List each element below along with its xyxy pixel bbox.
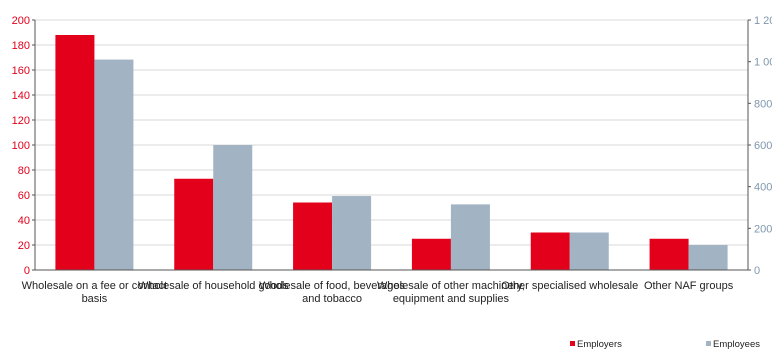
right-tick-label: 200 (754, 223, 772, 235)
category-label: Wholesale of food, beverages (259, 280, 405, 292)
bar-employees (688, 245, 728, 270)
category-label: Wholesale of household goods (138, 280, 289, 292)
bar-employers (649, 238, 689, 270)
left-tick-label: 140 (12, 90, 30, 102)
right-axis-ticks: 0 200 400 600 800 1 000 1 200 (748, 15, 772, 277)
legend-swatch-employees (706, 341, 711, 346)
bar-employers (293, 202, 333, 270)
category-label: and tobacco (302, 293, 362, 305)
category-label: Wholesale of other machinery, (377, 280, 525, 292)
left-tick-label: 200 (12, 15, 30, 27)
left-tick-label: 120 (12, 115, 30, 127)
left-tick-label: 160 (12, 65, 30, 77)
left-tick-label: 40 (18, 215, 30, 227)
right-tick-label: 600 (754, 140, 772, 152)
legend-swatch-employers (570, 341, 575, 346)
left-axis-ticks: 0 20 40 60 80 100 120 140 160 180 200 (12, 15, 35, 277)
right-tick-label: 1 000 (754, 57, 772, 69)
category-label: basis (82, 293, 108, 305)
left-tick-label: 20 (18, 240, 30, 252)
category-label: equipment and supplies (393, 293, 510, 305)
bar-employees (94, 59, 134, 271)
bar-employers (174, 178, 214, 270)
bar-employees (450, 204, 490, 270)
category-label: Other NAF groups (644, 280, 734, 292)
legend-label-employers: Employers (577, 339, 622, 349)
bar-employees (213, 145, 253, 270)
legend-label-employees: Employees (713, 339, 760, 349)
left-tick-label: 60 (18, 190, 30, 202)
left-tick-label: 180 (12, 40, 30, 52)
gridlines (35, 19, 748, 246)
right-tick-label: 800 (754, 98, 772, 110)
legend: Employers Employees (570, 339, 760, 349)
right-tick-label: 400 (754, 182, 772, 194)
left-tick-label: 100 (12, 140, 30, 152)
bar-employers (55, 35, 95, 270)
bar-employees (332, 196, 372, 270)
bars (55, 35, 728, 271)
bar-employers (530, 232, 570, 270)
bar-employers (411, 238, 451, 270)
category-label: Wholesale on a fee or contact (22, 280, 168, 292)
left-tick-label: 80 (18, 165, 30, 177)
left-tick-label: 0 (24, 265, 30, 277)
right-tick-label: 1 200 (754, 15, 772, 27)
category-label: Other specialised wholesale (501, 280, 638, 292)
right-tick-label: 0 (754, 265, 760, 277)
bar-employees (569, 232, 609, 270)
